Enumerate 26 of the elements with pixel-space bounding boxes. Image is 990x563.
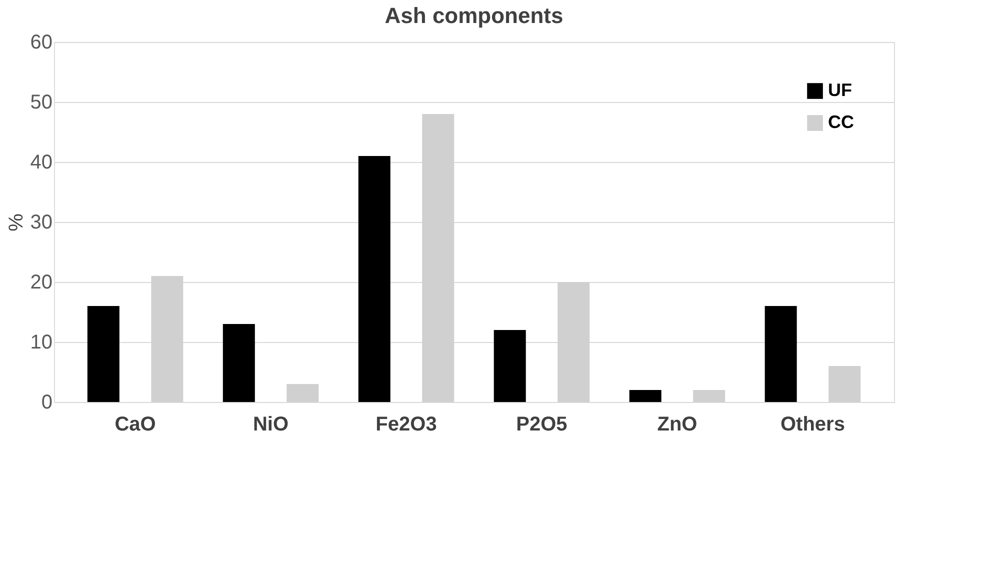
legend-label: CC xyxy=(828,112,854,132)
y-tick-label: 0 xyxy=(41,392,52,414)
bar xyxy=(286,384,319,402)
bar xyxy=(358,156,390,402)
chart-title: Ash components xyxy=(384,3,564,28)
y-axis-title: % xyxy=(5,213,28,232)
y-tick-label: 60 xyxy=(30,32,52,54)
bar xyxy=(629,390,662,402)
x-tick-label: ZnO xyxy=(657,414,698,436)
y-tick-label: 20 xyxy=(30,272,52,294)
legend-label: UF xyxy=(828,80,852,100)
x-tick-label: NiO xyxy=(252,414,289,436)
bar xyxy=(828,366,861,402)
bar xyxy=(222,324,255,402)
y-tick-label: 50 xyxy=(30,92,52,114)
y-tick-label: 40 xyxy=(30,152,52,174)
y-tick-label: 30 xyxy=(30,212,52,234)
y-tick-label: 10 xyxy=(30,332,52,354)
bar xyxy=(87,306,120,402)
bar xyxy=(693,390,726,402)
x-tick-label: P2O5 xyxy=(516,414,568,436)
x-tick-label: Others xyxy=(780,414,845,436)
bar xyxy=(494,330,526,402)
bar xyxy=(764,306,797,402)
x-tick-label: Fe2O3 xyxy=(376,414,437,436)
x-tick-label: CaO xyxy=(114,414,156,436)
